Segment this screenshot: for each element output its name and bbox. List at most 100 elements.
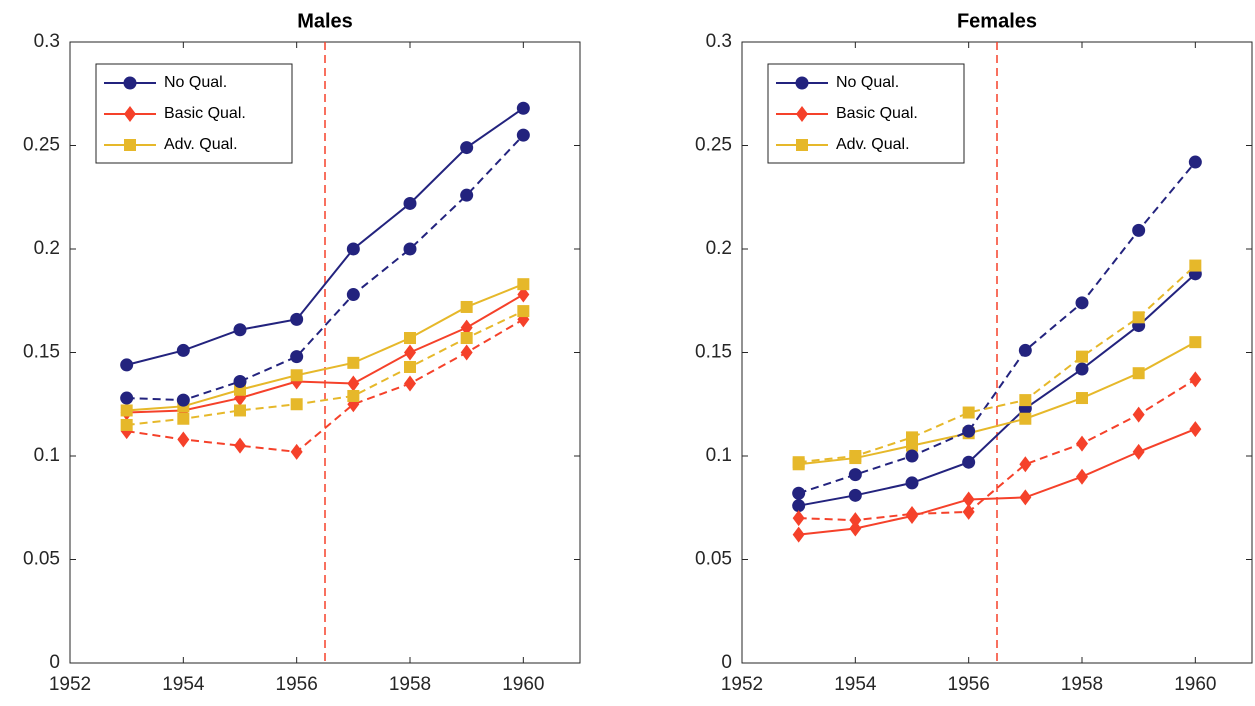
- chart-title: Females: [957, 10, 1037, 32]
- marker: [347, 389, 360, 402]
- marker: [124, 139, 136, 151]
- marker: [1018, 343, 1032, 357]
- marker: [404, 344, 416, 361]
- marker: [792, 486, 806, 500]
- legend-label: Adv. Qual.: [836, 136, 910, 153]
- marker: [906, 431, 918, 444]
- marker: [290, 350, 304, 364]
- series-line: [126, 107, 524, 366]
- marker: [120, 358, 134, 372]
- marker: [403, 196, 417, 210]
- series-line: [798, 428, 1196, 536]
- marker: [792, 499, 806, 513]
- marker: [962, 455, 976, 469]
- marker: [403, 242, 417, 256]
- legend-label: No Qual.: [164, 74, 227, 91]
- marker: [795, 76, 809, 90]
- marker: [233, 374, 247, 388]
- marker: [347, 375, 360, 392]
- x-tick-label: 1952: [721, 674, 763, 695]
- marker: [177, 412, 190, 425]
- y-tick-label: 0.3: [34, 31, 60, 52]
- marker: [848, 468, 862, 482]
- y-tick-label: 0.05: [23, 549, 60, 570]
- marker: [792, 510, 805, 527]
- x-tick-label: 1956: [276, 674, 318, 695]
- marker: [1019, 412, 1032, 425]
- x-tick-label: 1952: [49, 674, 91, 695]
- y-tick-label: 0: [49, 652, 60, 673]
- marker: [796, 106, 808, 122]
- y-tick-label: 0.25: [23, 135, 60, 156]
- marker: [1132, 443, 1145, 460]
- marker: [290, 369, 303, 382]
- marker: [796, 139, 808, 151]
- marker: [849, 512, 862, 529]
- marker: [234, 404, 246, 417]
- marker: [346, 288, 360, 302]
- y-tick-label: 0.05: [695, 549, 732, 570]
- marker: [460, 344, 473, 361]
- x-tick-label: 1954: [162, 674, 205, 695]
- marker: [1132, 406, 1145, 423]
- marker: [1189, 336, 1202, 349]
- marker: [849, 450, 862, 462]
- marker: [1076, 435, 1088, 452]
- marker: [346, 242, 360, 256]
- y-tick-label: 0.15: [23, 342, 60, 363]
- marker: [906, 505, 918, 522]
- marker: [234, 437, 246, 454]
- marker: [1019, 394, 1032, 407]
- series-line: [798, 378, 1196, 522]
- y-tick-label: 0.25: [695, 135, 732, 156]
- marker: [460, 188, 474, 202]
- marker: [1132, 223, 1146, 237]
- x-tick-label: 1958: [1061, 674, 1103, 695]
- legend-label: No Qual.: [836, 74, 899, 91]
- x-tick-label: 1960: [1174, 674, 1216, 695]
- marker: [849, 520, 862, 537]
- series-line: [126, 293, 524, 414]
- marker: [1189, 421, 1202, 438]
- marker: [1076, 468, 1088, 485]
- marker: [460, 319, 473, 336]
- marker: [1189, 371, 1202, 388]
- marker: [1075, 296, 1089, 310]
- marker: [233, 323, 247, 337]
- marker: [517, 286, 530, 303]
- x-tick-label: 1958: [389, 674, 431, 695]
- marker: [460, 332, 473, 345]
- x-tick-label: 1960: [502, 674, 544, 695]
- chart-title: Males: [297, 10, 353, 32]
- marker: [516, 128, 530, 142]
- marker: [516, 101, 530, 115]
- marker: [460, 141, 474, 155]
- series-line: [126, 318, 524, 453]
- marker: [290, 443, 303, 460]
- marker: [792, 456, 805, 469]
- marker: [962, 406, 975, 419]
- series-line: [798, 161, 1197, 495]
- marker: [1076, 350, 1088, 363]
- marker: [290, 398, 303, 411]
- marker: [962, 424, 976, 438]
- y-tick-label: 0.2: [34, 238, 60, 259]
- x-tick-label: 1956: [948, 674, 990, 695]
- y-tick-label: 0.3: [706, 31, 732, 52]
- marker: [460, 300, 473, 313]
- legend-label: Basic Qual.: [836, 105, 918, 122]
- y-tick-label: 0.15: [695, 342, 732, 363]
- x-tick-label: 1954: [834, 674, 877, 695]
- marker: [120, 404, 133, 417]
- marker: [1075, 362, 1089, 376]
- marker: [1132, 367, 1145, 380]
- series-line: [126, 134, 525, 402]
- y-tick-label: 0.1: [34, 445, 60, 466]
- marker: [347, 356, 360, 369]
- marker: [404, 375, 416, 392]
- y-tick-label: 0: [721, 652, 732, 673]
- y-tick-label: 0.2: [706, 238, 732, 259]
- legend-label: Adv. Qual.: [164, 136, 238, 153]
- series-line: [126, 310, 524, 426]
